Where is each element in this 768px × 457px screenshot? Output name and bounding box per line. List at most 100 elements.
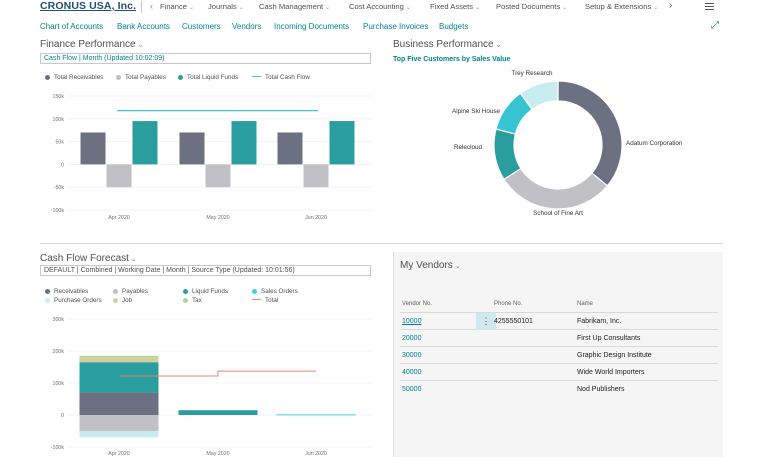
company-name-link[interactable]: CRONUS USA, Inc.	[40, 0, 137, 12]
bar-total-payables	[205, 164, 231, 188]
y-tick-label: -100k	[51, 445, 65, 451]
legend-total-liquid-funds[interactable]: Total Liquid Funds	[178, 74, 238, 81]
top-customers-donut-chart: Adatum Corporation School of Fine Art Rele…	[452, 70, 683, 217]
table-row[interactable]: 30000 Graphic Design Institute	[400, 347, 718, 364]
link-budgets[interactable]: Budgets	[439, 22, 469, 31]
y-tick-label: 300k	[53, 317, 65, 323]
cash-flow-chart-selector[interactable]: DEFAULT | Combined | Working Date | Mont…	[40, 265, 371, 276]
table-row[interactable]: 50000 Nod Publishers	[400, 381, 718, 398]
bar-total-liquid-funds	[329, 121, 355, 165]
my-vendors-panel: My Vendors ⌄ Vendor No. Phone No. Name 10…	[393, 252, 723, 457]
nav-menu-fixed-assets[interactable]: Fixed Assets ⌄	[430, 2, 481, 11]
quick-links: Chart of Accounts Bank Accounts Customer…	[0, 22, 768, 34]
finance-performance-chart: 150k 100k 50k 0 -50k -100k Apr 2020 May 2020 Jun…	[51, 94, 372, 221]
nav-menu-cost-accounting[interactable]: Cost Accounting ⌄	[349, 2, 411, 11]
y-tick-label: 200k	[53, 349, 65, 355]
legend-total-cash-flow[interactable]: Total Cash Flow	[252, 74, 310, 81]
table-row[interactable]: 40000 Wide World Importers	[400, 364, 718, 381]
row-actions-icon[interactable]: ⋮	[476, 313, 496, 330]
y-tick-label: -50k	[54, 185, 65, 191]
vendor-no-cell[interactable]: 10000	[402, 318, 422, 325]
top-navigation: CRONUS USA, Inc. ‹ Finance ⌄ Journals ⌄ Ca…	[0, 0, 768, 16]
link-vendors[interactable]: Vendors	[232, 22, 262, 31]
legend-job[interactable]: Job	[113, 297, 132, 304]
y-tick-label: 0	[61, 162, 64, 168]
bar-sales-orders	[276, 414, 356, 416]
nav-menu-finance[interactable]: Finance ⌄	[160, 2, 195, 11]
donut-slice-relecloud	[493, 128, 522, 181]
hamburger-menu-icon[interactable]	[705, 3, 714, 10]
x-tick-label: Jun 2020	[305, 215, 327, 221]
table-header-divider	[400, 312, 718, 313]
donut-slice-trey-research	[519, 80, 559, 111]
name-cell: Fabrikam, Inc.	[577, 318, 622, 325]
bar-purchase-orders	[79, 431, 159, 438]
nav-menu-journals[interactable]: Journals ⌄	[208, 2, 244, 11]
y-tick-label: 100k	[53, 117, 65, 123]
legend-total-receivables[interactable]: Total Receivables	[45, 74, 103, 81]
bar-total-payables	[106, 164, 132, 188]
donut-label: Relecloud	[454, 144, 483, 151]
vendor-no-cell[interactable]: 40000	[402, 369, 422, 376]
bar-total-payables	[303, 164, 329, 188]
col-name[interactable]: Name	[577, 301, 594, 307]
name-cell: Wide World Importers	[577, 369, 645, 376]
legend-tax[interactable]: Tax	[183, 297, 202, 304]
link-purchase-invoices[interactable]: Purchase Invoices	[363, 22, 429, 31]
legend-receivables[interactable]: Receivables	[45, 288, 88, 295]
section-divider	[40, 243, 723, 244]
donut-label: Trey Research	[511, 70, 553, 77]
bar-liquid-funds	[178, 410, 258, 415]
link-incoming-documents[interactable]: Incoming Documents	[274, 22, 350, 31]
x-tick-label: Jun 2020	[305, 451, 327, 457]
y-tick-label: 0	[61, 413, 64, 419]
table-row[interactable]: 20000 First Up Consultants	[400, 330, 718, 347]
my-vendors-title[interactable]: My Vendors ⌄	[400, 260, 461, 271]
link-chart-of-accounts[interactable]: Chart of Accounts	[40, 22, 104, 31]
y-tick-label: 150k	[53, 94, 65, 100]
x-tick-label: Apr 2020	[108, 451, 130, 457]
legend-payables[interactable]: Payables	[113, 288, 148, 295]
chevron-right-icon[interactable]: ›	[669, 0, 673, 11]
vendor-no-cell[interactable]: 20000	[402, 335, 422, 342]
x-tick-label: May 2020	[206, 215, 229, 221]
expand-icon[interactable]: ⤢	[711, 20, 719, 31]
cash-flow-forecast-chart: 300k 200k 100k 0 -100k Apr 2020 May 2020 Jun 20…	[51, 317, 372, 457]
nav-menu-cash-management[interactable]: Cash Management ⌄	[259, 2, 331, 11]
bar-payables	[79, 415, 159, 431]
nav-menu-setup-extensions[interactable]: Setup & Extensions ⌄	[585, 2, 659, 11]
nav-separator	[141, 1, 142, 13]
bar-total-receivables	[80, 132, 106, 165]
finance-chart-selector[interactable]: Cash Flow | Month (Updated 10:02:09)	[40, 53, 371, 64]
nav-menu-posted-documents[interactable]: Posted Documents ⌄	[496, 2, 568, 11]
y-tick-label: 50k	[55, 140, 64, 146]
cash-flow-forecast-title[interactable]: Cash Flow Forecast ⌄	[40, 253, 137, 264]
name-cell: First Up Consultants	[577, 335, 641, 342]
bar-total-liquid-funds	[132, 121, 158, 165]
legend-total-payables[interactable]: Total Payables	[116, 74, 166, 81]
business-chart-subtitle[interactable]: Top Five Customers by Sales Value	[393, 56, 511, 63]
line-total	[120, 370, 316, 377]
legend-total[interactable]: Total	[252, 297, 278, 304]
col-vendor-no[interactable]: Vendor No.	[402, 301, 433, 307]
business-performance-title[interactable]: Business Performance ⌄	[393, 39, 502, 50]
donut-slice-school-of-fine-art	[503, 167, 609, 210]
table-row[interactable]: 10000 ⋮ 4255550101 Fabrikam, Inc.	[400, 313, 718, 330]
vendor-no-cell[interactable]: 30000	[402, 352, 422, 359]
legend-liquid-funds[interactable]: Liquid Funds	[183, 288, 228, 295]
x-tick-label: May 2020	[206, 451, 229, 457]
donut-label: Alpine Ski House	[452, 108, 500, 115]
donut-label: Adatum Corporation	[626, 140, 683, 147]
legend-sales-orders[interactable]: Sales Orders	[252, 288, 298, 295]
bar-job	[79, 357, 159, 363]
vendor-no-cell[interactable]: 50000	[402, 386, 422, 393]
chevron-left-icon[interactable]: ‹	[150, 1, 153, 11]
legend-purchase-orders[interactable]: Purchase Orders	[45, 297, 102, 304]
link-customers[interactable]: Customers	[182, 22, 221, 31]
finance-performance-title[interactable]: Finance Performance ⌄	[40, 39, 144, 50]
donut-slice-adatum-corporation	[557, 80, 623, 187]
link-bank-accounts[interactable]: Bank Accounts	[117, 22, 170, 31]
bar-total-receivables	[277, 132, 303, 165]
bar-total-receivables	[179, 132, 205, 165]
col-phone-no[interactable]: Phone No.	[494, 301, 523, 307]
